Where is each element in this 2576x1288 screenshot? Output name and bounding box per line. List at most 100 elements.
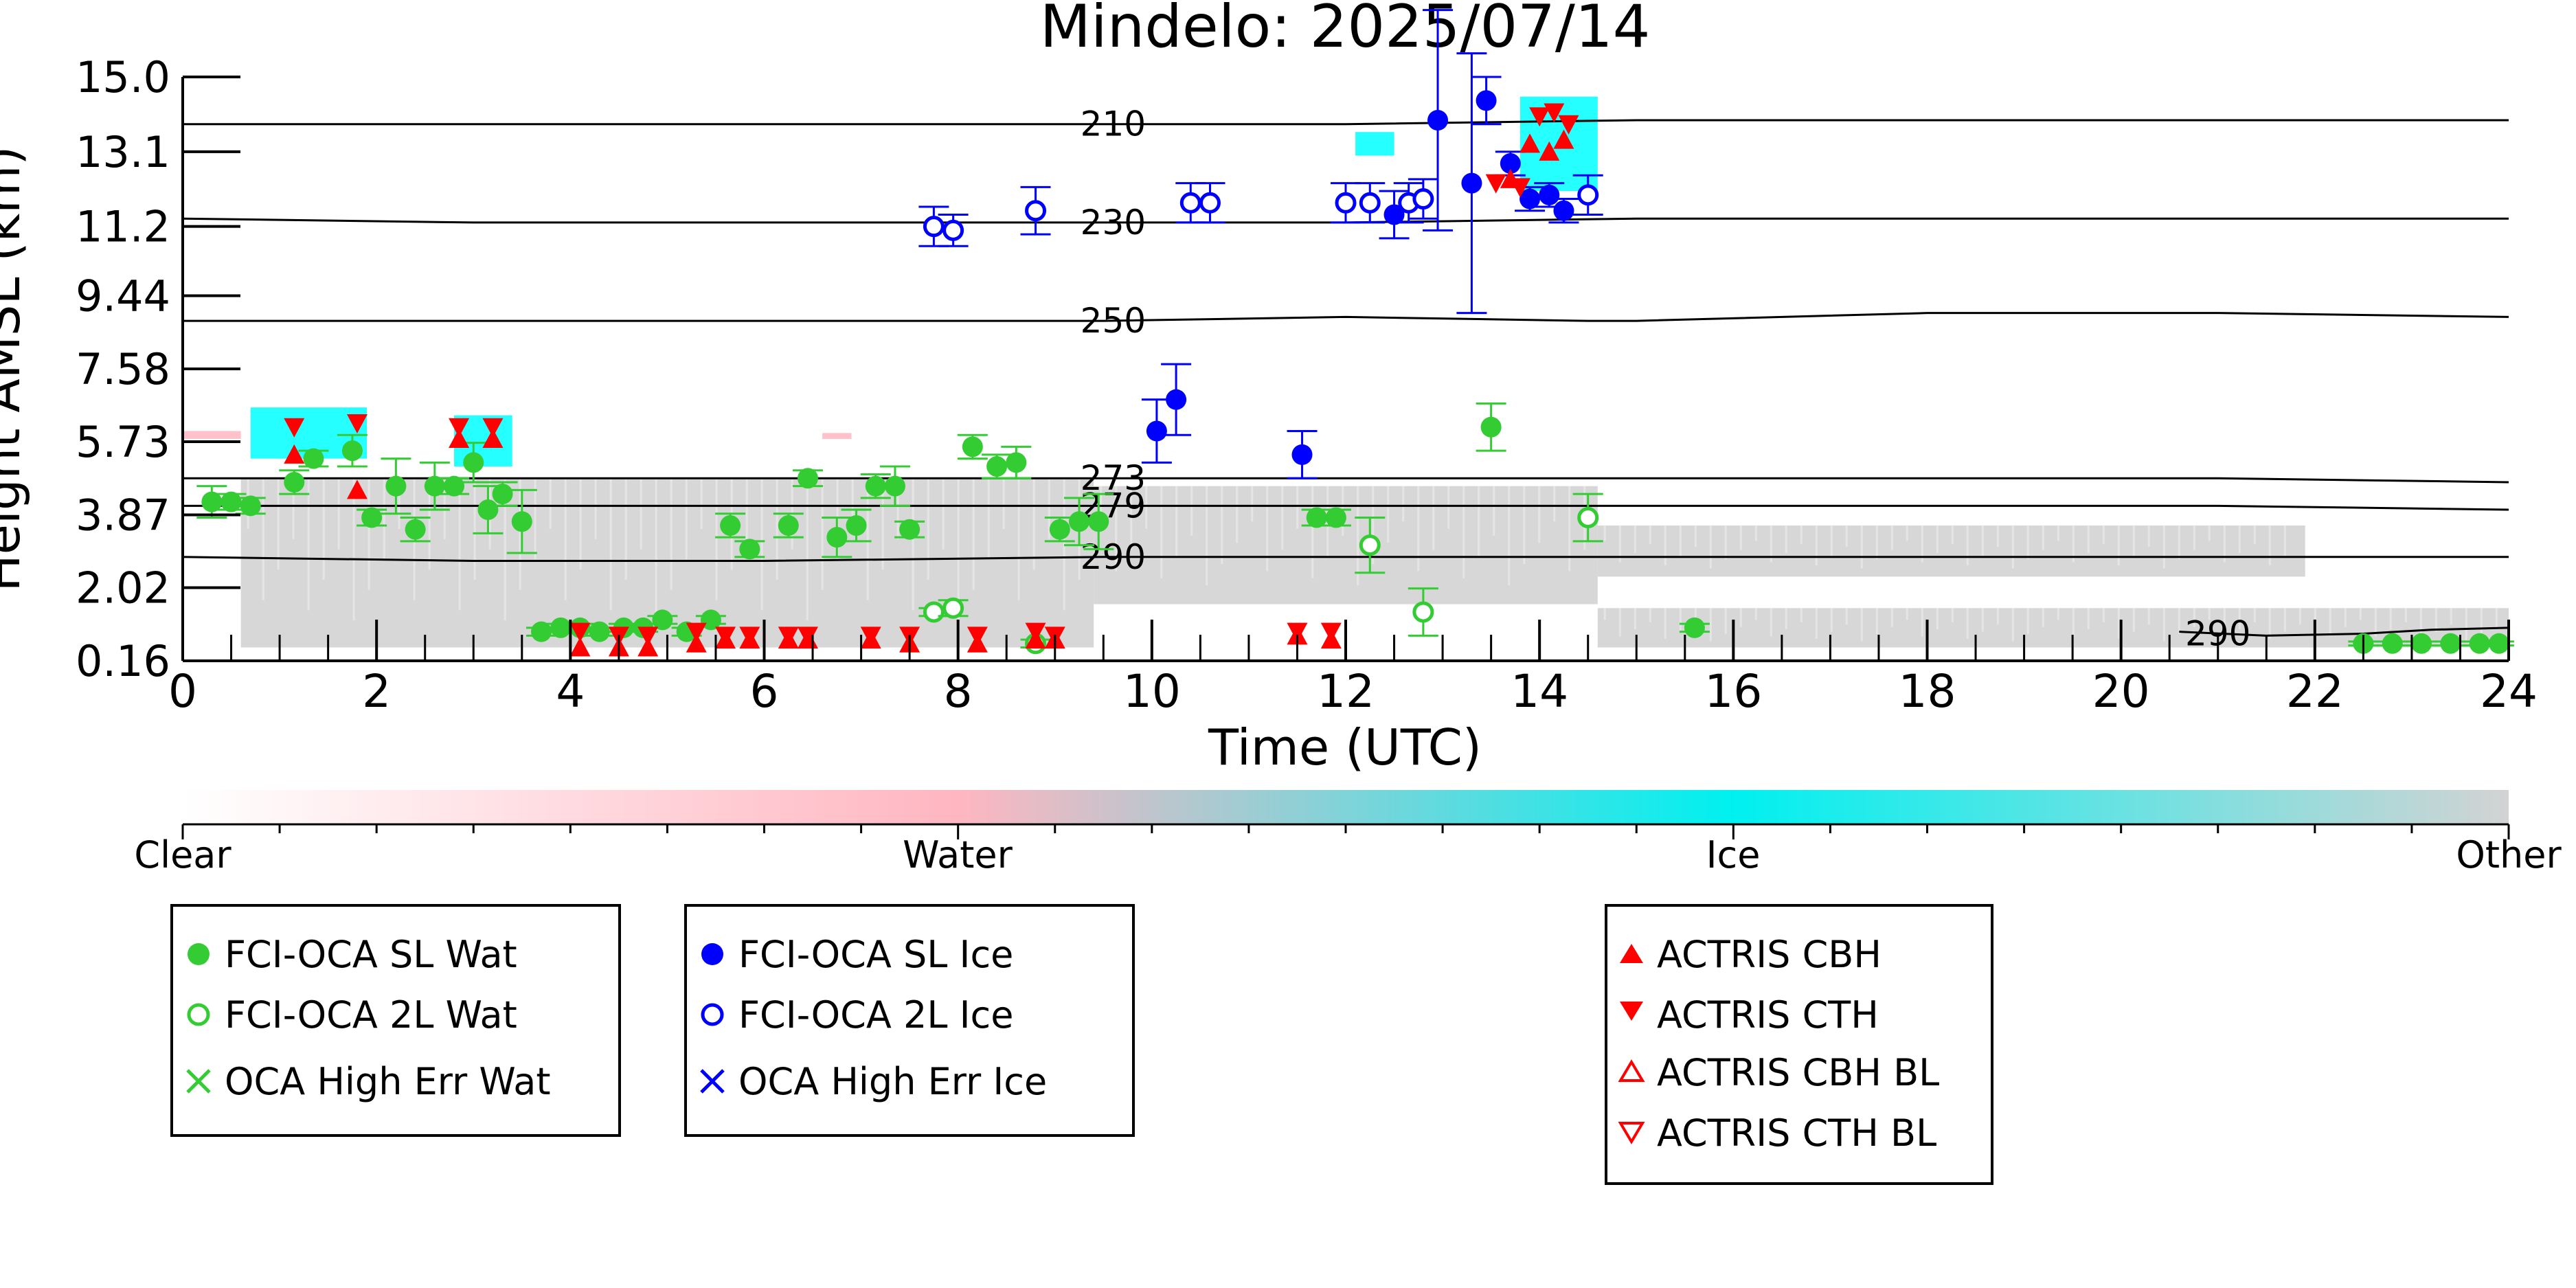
background-streak [383,478,385,560]
colorbar-label-other: Other [2456,833,2562,877]
x-tick-label: 4 [556,665,585,718]
background-streak [866,478,869,600]
background-streak [2087,525,2090,554]
y-axis-label: Height AMSL (km) [0,146,31,592]
data-point [1359,534,1381,556]
background-streak [1679,525,1682,556]
background-streak [1694,525,1697,547]
data-point [1025,200,1047,222]
data-point [477,499,499,521]
background-streak [1860,608,1863,642]
data-point [569,637,591,657]
x-tick-label: 18 [1899,665,1956,718]
background-streak [912,478,914,611]
background-streak [1724,608,1727,635]
colorbar-label-water: Water [903,833,1013,877]
background-streak [519,478,521,590]
background-streak [428,478,431,570]
data-point [361,507,383,528]
background-streak [1603,525,1606,541]
data-point [1539,184,1560,205]
data-point [1412,188,1434,210]
isotherm-line [183,556,2509,563]
background-streak [1508,486,1511,586]
data-point [482,428,504,448]
background-streak [1568,486,1571,572]
background-streak [1679,608,1682,632]
legend-label-higherr-wat: OCA High Err Wat [225,1060,551,1103]
x-tick-label: 8 [944,665,973,718]
background-streak [1618,608,1621,637]
background-streak [881,478,884,570]
data-point [1049,519,1070,540]
background-region-water [822,433,852,439]
background-streak [1906,525,1908,541]
background-streak [1830,525,1833,556]
background-streak [1785,608,1787,630]
data-point [860,626,881,646]
data-point [284,418,305,438]
background-streak [2208,608,2211,620]
legend-water: FCI-OCA SL Wat FCI-OCA 2L Wat OCA High E… [170,904,621,1137]
legend-actris: ACTRIS CBH ACTRIS CTH ACTRIS CBH BL ACTR… [1605,904,1993,1185]
background-region-other [1094,486,1598,605]
background-streak [927,478,929,580]
data-point [1529,107,1550,127]
data-point [449,428,470,448]
isotherm-label: 290 [1081,537,1146,577]
background-streak [458,478,461,611]
background-streak [624,478,627,580]
data-point [1553,129,1574,149]
background-streak [368,478,370,590]
background-streak [1890,525,1893,550]
isotherm-label: 210 [1081,104,1146,144]
background-streak [2419,608,2422,639]
background-streak [2268,608,2271,639]
background-streak [1523,486,1526,565]
background-streak [1724,525,1727,560]
background-streak [594,478,597,539]
legend-marker-2l-ice [701,1003,724,1026]
background-streak [1634,608,1636,630]
background-streak [1845,525,1848,547]
data-point [1558,115,1579,135]
data-point [444,475,465,497]
legend-marker-sl-ice [701,943,723,965]
data-point [2382,633,2403,654]
legend-label-cbh-bl: ACTRIS CBH BL [1657,1051,1939,1094]
legend-ice: FCI-OCA SL Ice FCI-OCA 2L Ice OCA High E… [684,904,1135,1137]
legend-actris-frame [1605,904,1993,1185]
background-streak [1966,525,1969,566]
background-streak [2057,525,2059,541]
background-streak [2404,608,2407,622]
data-point [942,219,964,241]
data-point [1306,507,1327,528]
colorbar-label-clear: Clear [134,833,231,877]
y-tick-label: 11.2 [76,202,170,252]
data-point [637,637,659,657]
background-streak [473,478,476,580]
data-point [967,626,988,646]
colorbar: Clear Water Ice Other [134,790,2562,877]
data-point [405,519,426,540]
background-streak [1145,486,1148,529]
background-streak [1402,486,1405,522]
data-point [1025,622,1046,642]
legend-marker-higherr-wat [186,1069,211,1094]
background-streak [851,478,854,530]
legend-water-frame [170,904,621,1137]
legend-label-cth: ACTRIS CTH [1657,993,1879,1037]
data-point [463,452,484,473]
background-streak [806,478,809,621]
data-point [1539,141,1560,161]
data-point [240,495,261,517]
background-streak [2193,525,2195,550]
data-point [637,626,659,646]
background-streak [2042,608,2044,627]
background-streak [2087,608,2090,630]
data-point [2411,633,2432,654]
data-point [865,475,886,497]
data-point [1006,452,1027,473]
background-streak [972,478,975,590]
